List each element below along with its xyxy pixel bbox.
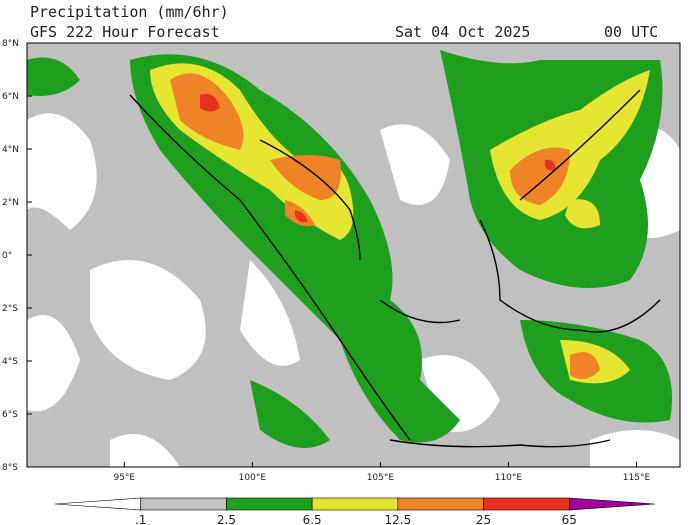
y-tick-label: 0° <box>2 251 12 261</box>
y-tick-label: 2°S <box>2 304 18 314</box>
y-tick-label: 2°N <box>2 198 19 208</box>
colorbar-label: 6.5 <box>303 513 322 525</box>
y-tick-label: 8°S <box>2 463 18 473</box>
colorbar-segment <box>483 497 570 511</box>
colorbar-segment <box>397 497 484 511</box>
y-tick-label: 4°S <box>2 357 18 367</box>
x-tick-label: 100°E <box>239 473 267 483</box>
colorbar-segment <box>311 497 399 511</box>
colorbar-label: 2.5 <box>217 513 236 525</box>
colorbar-label: .1 <box>135 513 146 525</box>
colorbar-segment <box>140 497 227 511</box>
date: Sat 04 Oct 2025 <box>395 23 530 41</box>
colorbar-over <box>568 497 656 511</box>
y-tick-label: 4°N <box>2 145 19 155</box>
colorbar-label: 25 <box>476 513 491 525</box>
x-tick-label: 95°E <box>113 473 135 483</box>
y-tick-label: 6°S <box>2 410 18 420</box>
title: Precipitation (mm/6hr) <box>30 3 229 21</box>
colorbar-segment <box>226 497 313 511</box>
precip-field <box>27 43 680 467</box>
subtitle: GFS 222 Hour Forecast <box>30 23 220 41</box>
colorbar-label: 12.5 <box>384 513 411 525</box>
y-tick-label: 8°N <box>2 39 19 49</box>
time: 00 UTC <box>604 23 658 41</box>
x-tick-label: 110°E <box>495 473 523 483</box>
colorbar-under <box>54 497 142 511</box>
colorbar-label: 65 <box>562 513 577 525</box>
y-tick-label: 6°N <box>2 92 19 102</box>
x-tick-label: 115°E <box>623 473 651 483</box>
x-tick-label: 105°E <box>367 473 395 483</box>
